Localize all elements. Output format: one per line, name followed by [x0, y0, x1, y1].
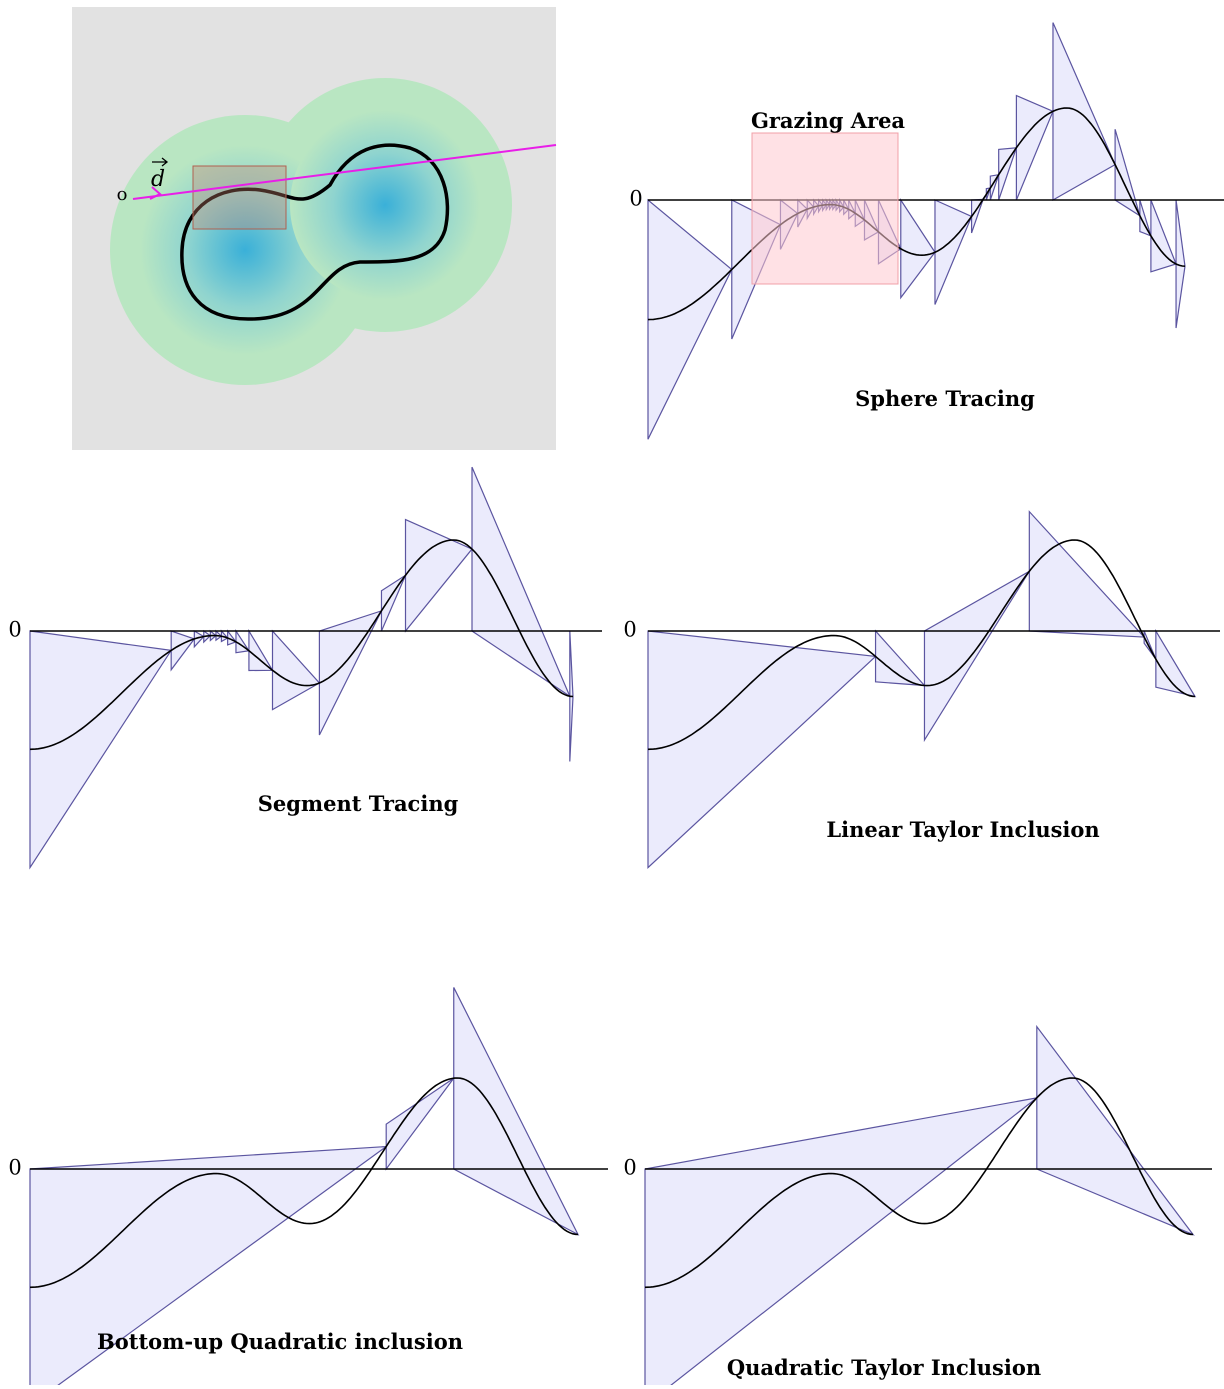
bound-wedge [271, 629, 321, 711]
bound-wedge [1015, 94, 1054, 201]
ray [132, 144, 557, 200]
panel-title: Bottom-up Quadratic inclusion [97, 1329, 463, 1354]
panel: 0 Segment Tracing [8, 466, 602, 870]
bound-wedge [380, 573, 407, 632]
bound-wedge [998, 147, 1018, 201]
bound-wedge [970, 198, 984, 234]
inset: o d [72, 7, 557, 450]
bound-wedge [453, 987, 580, 1236]
bound-wedge [248, 628, 274, 672]
origin-label: o [117, 184, 128, 205]
vector-arrow [152, 157, 169, 167]
panel: 0 Quadratic Taylor Inclusion [623, 1024, 1212, 1389]
bound-wedge [647, 198, 733, 440]
bound-wedge [1028, 510, 1146, 638]
function-curve [29, 539, 574, 751]
bound-wedge [170, 630, 196, 672]
bound-wedge [1052, 22, 1116, 202]
grazing-label: Grazing Area [751, 108, 905, 133]
bound-wedge [471, 466, 572, 698]
function-curve [647, 539, 1196, 751]
direction-label: d [151, 167, 165, 192]
zero-label: 0 [623, 1156, 636, 1180]
panel-title: Quadratic Taylor Inclusion [727, 1355, 1041, 1380]
zero-label: 0 [629, 187, 642, 211]
zero-label: 0 [8, 1156, 21, 1180]
function-curve [644, 1077, 1194, 1289]
ray-arrow [149, 186, 162, 200]
panel-title: Linear Taylor Inclusion [826, 817, 1099, 842]
panel: 0 Bottom-up Quadratic inclusion [8, 987, 608, 1389]
bound-wedge [404, 518, 473, 633]
grazing-box [192, 165, 287, 230]
grazing-area [751, 132, 899, 285]
function-curve [647, 107, 1186, 321]
zero-label: 0 [8, 618, 21, 642]
bound-wedge [934, 199, 973, 305]
bound-wedge [318, 609, 383, 736]
zero-label: 0 [623, 618, 636, 642]
panel: 0 Linear Taylor Inclusion [623, 510, 1220, 869]
bound-wedge [923, 570, 1030, 743]
bound-wedge [1036, 1024, 1195, 1236]
bound-wedge [874, 629, 926, 687]
bound-wedge [644, 1097, 1038, 1389]
bound-wedge [385, 1077, 455, 1171]
field-core [290, 110, 480, 300]
panel: 0 Sphere Tracing [629, 22, 1224, 440]
bound-wedge [900, 197, 936, 300]
function-curve [29, 1077, 579, 1289]
panel-title: Segment Tracing [258, 791, 459, 816]
panel-title: Sphere Tracing [855, 386, 1035, 411]
contour [180, 143, 450, 321]
